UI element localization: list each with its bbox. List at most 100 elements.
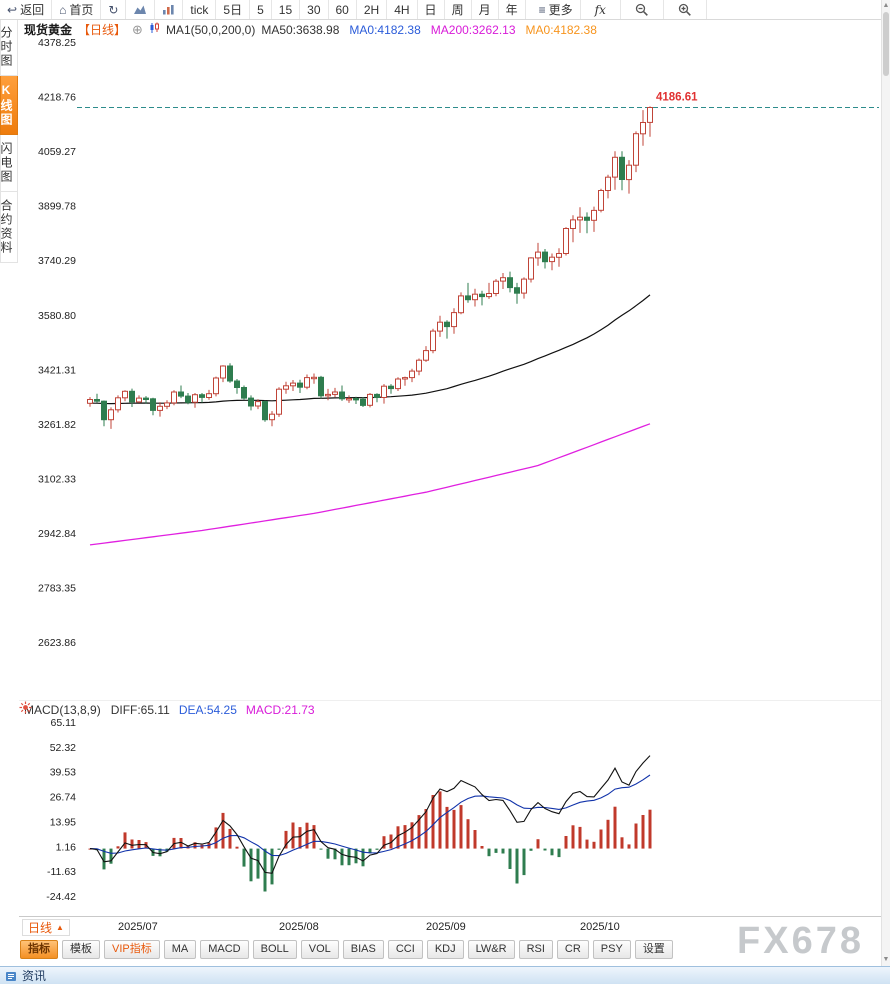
macd-axis-label: 65.11 xyxy=(51,717,77,729)
interval-button-0[interactable]: tick xyxy=(183,0,217,19)
status-bar: 资讯 xyxy=(0,966,890,984)
macd-value-label: DEA:54.25 xyxy=(178,703,237,717)
back-icon: ↩ xyxy=(7,2,18,17)
time-axis-label: 2025/09 xyxy=(426,921,466,933)
macd-axis-label: 26.74 xyxy=(50,792,76,804)
ma-settings-icon[interactable] xyxy=(149,22,160,37)
indicator-button-1[interactable]: 模板 xyxy=(62,940,100,959)
indicator-button-7[interactable]: BIAS xyxy=(342,940,384,959)
bar-chart-type-button[interactable] xyxy=(155,0,184,19)
home-icon: ⌂ xyxy=(59,2,67,17)
chart-area: 4378.25 4218.76 4059.27 3899.78 3740.29 3580.… xyxy=(19,19,882,937)
ma-value-label: MA50:3638.98 xyxy=(261,22,340,37)
macd-values: DIFF:65.11 DEA:54.25 MACD:21.73 xyxy=(111,703,324,717)
interval-button-10[interactable]: 月 xyxy=(472,0,499,19)
interval-button-9[interactable]: 周 xyxy=(445,0,472,19)
macd-axis-label: 13.95 xyxy=(50,816,76,828)
bar-chart-icon xyxy=(163,5,175,15)
sidebar-tab-3[interactable]: 合约资料 xyxy=(0,192,18,263)
zoom-in-button[interactable] xyxy=(664,0,707,19)
indicator-button-2[interactable]: VIP指标 xyxy=(104,940,160,959)
interval-button-1[interactable]: 5日 xyxy=(216,0,251,19)
zoom-out-button[interactable] xyxy=(621,0,664,19)
interval-button-11[interactable]: 年 xyxy=(499,0,526,19)
sidebar-tab-2[interactable]: 闪电图 xyxy=(0,135,18,192)
macd-axis-label: -11.63 xyxy=(47,866,76,878)
time-axis-label: 2025/08 xyxy=(279,921,319,933)
interval-button-6[interactable]: 2H xyxy=(357,0,388,19)
sidebar-tab-0[interactable]: 分时图 xyxy=(0,19,18,76)
indicator-button-3[interactable]: MA xyxy=(163,940,197,959)
interval-button-3[interactable]: 15 xyxy=(272,0,301,19)
indicator-toolbar: 指标 模板 VIP指标 MA MACD BOLL VOL BIAS CCI KDJ LW&R RSI C… xyxy=(20,937,870,962)
interval-button-4[interactable]: 30 xyxy=(300,0,329,19)
indicator-button-11[interactable]: RSI xyxy=(518,940,553,959)
indicator-button-10[interactable]: LW&R xyxy=(467,940,515,959)
price-axis-label: 4378.25 xyxy=(38,37,76,49)
formula-button[interactable]: fx xyxy=(581,0,621,19)
period-selector[interactable]: 日线 ▲ xyxy=(22,919,70,936)
price-axis-label: 3261.82 xyxy=(38,419,76,431)
ma-values: MA50:3638.98 MA0:4182.38 MA200:3262.13 MA0:… xyxy=(261,23,607,37)
interval-button-5[interactable]: 60 xyxy=(329,0,357,19)
scroll-down-icon[interactable]: ▼ xyxy=(882,956,890,963)
macd-title: MACD(13,8,9) xyxy=(24,703,101,717)
candlestick-series[interactable] xyxy=(87,106,653,429)
indicator-button-4[interactable]: MACD xyxy=(200,940,249,959)
back-button[interactable]: ↩ 返回 xyxy=(0,0,53,19)
time-axis-label: 2025/07 xyxy=(118,921,158,933)
ma-value-label: MA0:4182.38 xyxy=(349,22,421,37)
more-label: 更多 xyxy=(548,3,573,17)
ma-group-label: MA1(50,0,200,0) xyxy=(165,22,256,37)
more-button[interactable]: ≡ 更多 xyxy=(532,0,581,19)
indicator-button-5[interactable]: BOLL xyxy=(252,940,297,959)
triangle-up-icon: ▲ xyxy=(56,922,64,932)
macd-value-label: MACD:21.73 xyxy=(245,703,315,717)
macd-legend: MACD(13,8,9) DIFF:65.11 DEA:54.25 MACD:21.… xyxy=(24,703,324,717)
interval-button-2[interactable]: 5 xyxy=(250,0,272,19)
zoom-out-icon xyxy=(635,3,648,16)
indicator-button-6[interactable]: VOL xyxy=(300,940,339,959)
scroll-up-icon[interactable]: ▲ xyxy=(882,2,890,9)
area-chart-type-button[interactable] xyxy=(126,0,156,19)
top-toolbar: ↩ 返回 ⌂ 首页 ↻ tick 5日 5 15 30 60 2H 4H 日周月年 ≡ 更多 f… xyxy=(0,0,882,20)
main-price-chart[interactable]: 4378.25 4218.76 4059.27 3899.78 3740.29 3580.… xyxy=(19,19,882,700)
interval-button-8[interactable]: 日 xyxy=(418,0,445,19)
scrollbar-thumb[interactable] xyxy=(883,12,889,76)
sidebar-tab-1[interactable]: K线图 xyxy=(0,76,18,135)
home-label: 首页 xyxy=(69,3,94,17)
vertical-scrollbar[interactable]: ▲ ▼ xyxy=(881,0,890,966)
news-tab[interactable]: 资讯 xyxy=(22,969,47,983)
time-axis-label: 2025/10 xyxy=(580,921,620,933)
refresh-button[interactable]: ↻ xyxy=(101,0,127,19)
dea-line xyxy=(89,774,651,857)
symbol-name: 现货黄金 xyxy=(24,23,73,37)
time-axis: 日线 ▲ 2025/07 2025/08 2025/09 2025/10 xyxy=(19,916,882,937)
indicator-button-0[interactable]: 指标 xyxy=(20,940,58,959)
indicator-button-12[interactable]: CR xyxy=(556,940,589,959)
price-axis-label: 2942.84 xyxy=(38,528,76,540)
macd-axis-label: -24.42 xyxy=(46,891,76,903)
indicator-settings-icon[interactable] xyxy=(19,701,32,714)
indicator-button-14[interactable]: 设置 xyxy=(634,940,673,959)
indicator-button-9[interactable]: KDJ xyxy=(426,940,464,959)
price-axis-label: 3740.29 xyxy=(38,255,76,267)
indicator-button-8[interactable]: CCI xyxy=(387,940,423,959)
price-axis-label: 3580.80 xyxy=(38,310,76,322)
home-button[interactable]: ⌂ 首页 xyxy=(52,0,102,19)
zoom-in-icon xyxy=(678,3,691,16)
indicator-button-13[interactable]: PSY xyxy=(592,940,631,959)
add-overlay-icon[interactable]: ⊕ xyxy=(132,21,143,37)
price-axis-label: 4218.76 xyxy=(38,92,76,104)
macd-chart[interactable]: 65.11 52.32 39.53 26.74 13.95 1.16 -11.63 -24.4… xyxy=(19,700,882,917)
interval-button-7[interactable]: 4H xyxy=(387,0,418,19)
fx-label: fx xyxy=(594,2,606,17)
ma-value-label: MA0:4182.38 xyxy=(525,22,597,37)
price-axis-label: 4059.27 xyxy=(38,146,76,158)
price-axis-label: 3899.78 xyxy=(38,201,76,213)
period-badge: 【日线】 xyxy=(78,23,127,37)
ma-value-label: MA200:3262.13 xyxy=(430,22,516,37)
period-label: 日线 xyxy=(28,921,53,935)
chart-legend: 现货黄金 【日线】 ⊕ MA1(50,0,200,0) MA50:3638.98… xyxy=(24,21,607,38)
